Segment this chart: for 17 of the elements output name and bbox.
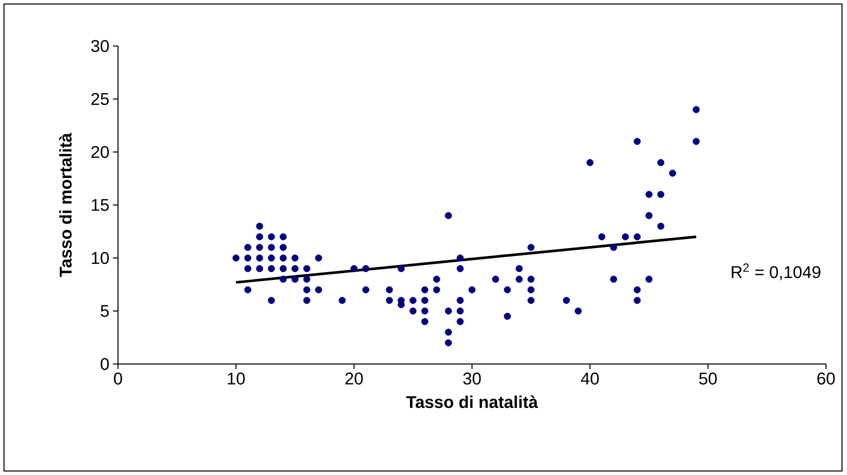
y-tick-label: 30: [91, 40, 109, 52]
x-tick-label: 50: [699, 372, 717, 385]
y-tick-label: 10: [92, 252, 109, 264]
y-tick-label: 25: [91, 92, 109, 106]
x-tick-label: 40: [580, 372, 599, 385]
y-axis-title: Tasso di mortalità: [59, 132, 72, 277]
x-tick-label: 10: [228, 372, 245, 385]
y-tick-label: 0: [100, 358, 109, 370]
x-tick-label: 20: [345, 372, 363, 385]
x-axis-title: Tasso di natalità: [406, 395, 538, 408]
y-tick-label: 20: [91, 146, 109, 158]
x-tick-label: 0: [114, 372, 122, 385]
y-tick-label: 15: [92, 199, 109, 211]
x-tick-label: 30: [463, 372, 481, 385]
x-tick-label: 60: [817, 372, 835, 385]
y-tick-label: 5: [100, 305, 109, 317]
annotation: R$^{2}$ = 0,1049: [732, 263, 820, 280]
